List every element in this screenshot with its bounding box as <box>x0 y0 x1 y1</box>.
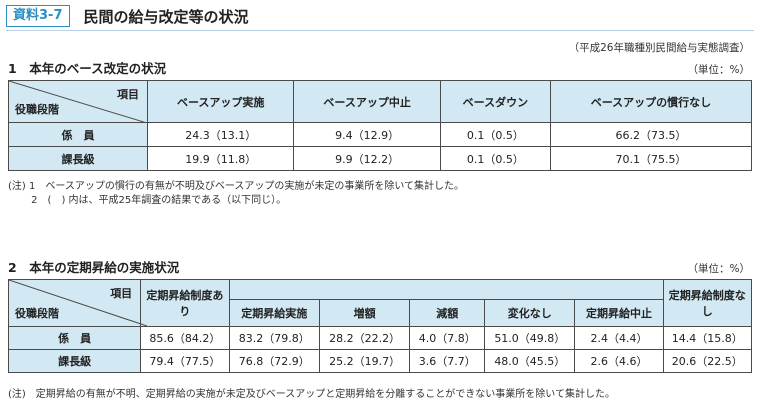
column-header: 定期昇給中止 <box>574 299 664 327</box>
section1-notes: (注) 1 ベースアップの慣行の有無が不明及びベースアップの実施が未定の事業所を… <box>8 180 464 208</box>
column-header: 定期昇給実施 <box>228 299 320 327</box>
column-header: 定期昇給制度なし <box>662 279 752 327</box>
column-header: 定期昇給制度あり <box>140 279 230 327</box>
corner-item-label: 項目 <box>117 88 139 101</box>
column-header: 変化なし <box>484 299 576 327</box>
diagonal-line <box>9 280 147 326</box>
row-label: 課長級 <box>7 349 142 373</box>
table-cell: 9.9（12.2） <box>293 146 441 171</box>
table-row: 課長級 19.9（11.8） 9.9（12.2） 0.1（0.5） 70.1（7… <box>8 146 753 171</box>
diagonal-line <box>9 81 147 123</box>
table-cell: 76.8（72.9） <box>228 349 320 373</box>
corner-rank-label: 役職段階 <box>15 307 59 320</box>
table-cell: 4.0（7.8） <box>409 326 486 350</box>
table-row: 係 員 85.6（84.2） 83.2（79.8） 28.2（22.2） 4.0… <box>7 326 752 350</box>
table-cell: 70.1（75.5） <box>549 146 753 171</box>
table-cell: 0.1（0.5） <box>439 122 551 147</box>
row-label: 係 員 <box>8 122 148 147</box>
table-cell: 0.1（0.5） <box>439 146 551 171</box>
table-cell: 83.2（79.8） <box>228 326 320 350</box>
corner-item-label: 項目 <box>110 287 133 300</box>
table-cell: 2.4（4.4） <box>574 326 664 350</box>
note-line: (注) 1 ベースアップの慣行の有無が不明及びベースアップの実施が未定の事業所を… <box>8 181 465 192</box>
table-cell: 25.2（19.7） <box>318 349 411 373</box>
table-cell: 24.3（13.1） <box>146 122 295 147</box>
section1-title: 1 本年のベース改定の状況 <box>8 61 167 76</box>
column-header: ベースダウン <box>439 80 551 123</box>
corner-rank-label: 役職段階 <box>15 103 59 116</box>
section1-unit: （単位：%） <box>687 64 750 76</box>
base-revision-table: 項目 役職段階 ベースアップ実施 ベースアップ中止 ベースダウン ベースアップの… <box>8 80 753 171</box>
section2-unit: （単位：%） <box>687 263 750 275</box>
table-cell: 20.6（22.5） <box>662 349 752 373</box>
table-cell: 2.6（4.6） <box>574 349 664 373</box>
table-cell: 66.2（73.5） <box>549 122 753 147</box>
column-header: ベースアップ中止 <box>293 80 441 123</box>
source-note: （平成26年職種別民間給与実態調査） <box>568 42 750 54</box>
table-cell: 3.6（7.7） <box>409 349 486 373</box>
column-header-spacer <box>228 279 664 300</box>
section2-note: (注) 定期昇給の有無が不明、定期昇給の実施が未定及びベースアップと定期昇給を分… <box>8 389 616 400</box>
table-cell: 51.0（49.8） <box>484 326 576 350</box>
table-cell: 19.9（11.8） <box>146 146 295 171</box>
table-cell: 79.4（77.5） <box>140 349 230 373</box>
header-rule <box>6 30 754 31</box>
column-header: 増額 <box>318 299 411 327</box>
regular-raise-table: 項目 役職段階 定期昇給制度あり 定期昇給制度なし 定期昇給実施 増額 減額 変… <box>7 279 752 373</box>
row-label: 係 員 <box>7 326 142 350</box>
table-row: 係 員 24.3（13.1） 9.4（12.9） 0.1（0.5） 66.2（7… <box>8 122 753 147</box>
page-title: 民間の給与改定等の状況 <box>83 7 249 26</box>
page-header: 資料3-7 民間の給与改定等の状況 <box>6 4 249 28</box>
table1-corner-cell: 項目 役職段階 <box>8 80 148 123</box>
column-header: ベースアップの慣行なし <box>549 80 753 123</box>
table-cell: 85.6（84.2） <box>140 326 230 350</box>
column-header: 減額 <box>409 299 486 327</box>
table-row: 課長級 79.4（77.5） 76.8（72.9） 25.2（19.7） 3.6… <box>7 349 752 373</box>
column-header: ベースアップ実施 <box>146 80 295 123</box>
section2-title: 2 本年の定期昇給の実施状況 <box>8 260 180 275</box>
row-label: 課長級 <box>8 146 148 171</box>
table-cell: 14.4（15.8） <box>662 326 752 350</box>
document-badge: 資料3-7 <box>6 5 70 27</box>
table-cell: 48.0（45.5） <box>484 349 576 373</box>
note-line: 2 ( ) 内は、平成25年調査の結果である（以下同じ）。 <box>8 195 287 206</box>
table-cell: 28.2（22.2） <box>318 326 411 350</box>
table2-corner-cell: 項目 役職段階 <box>7 279 147 327</box>
table-cell: 9.4（12.9） <box>293 122 441 147</box>
